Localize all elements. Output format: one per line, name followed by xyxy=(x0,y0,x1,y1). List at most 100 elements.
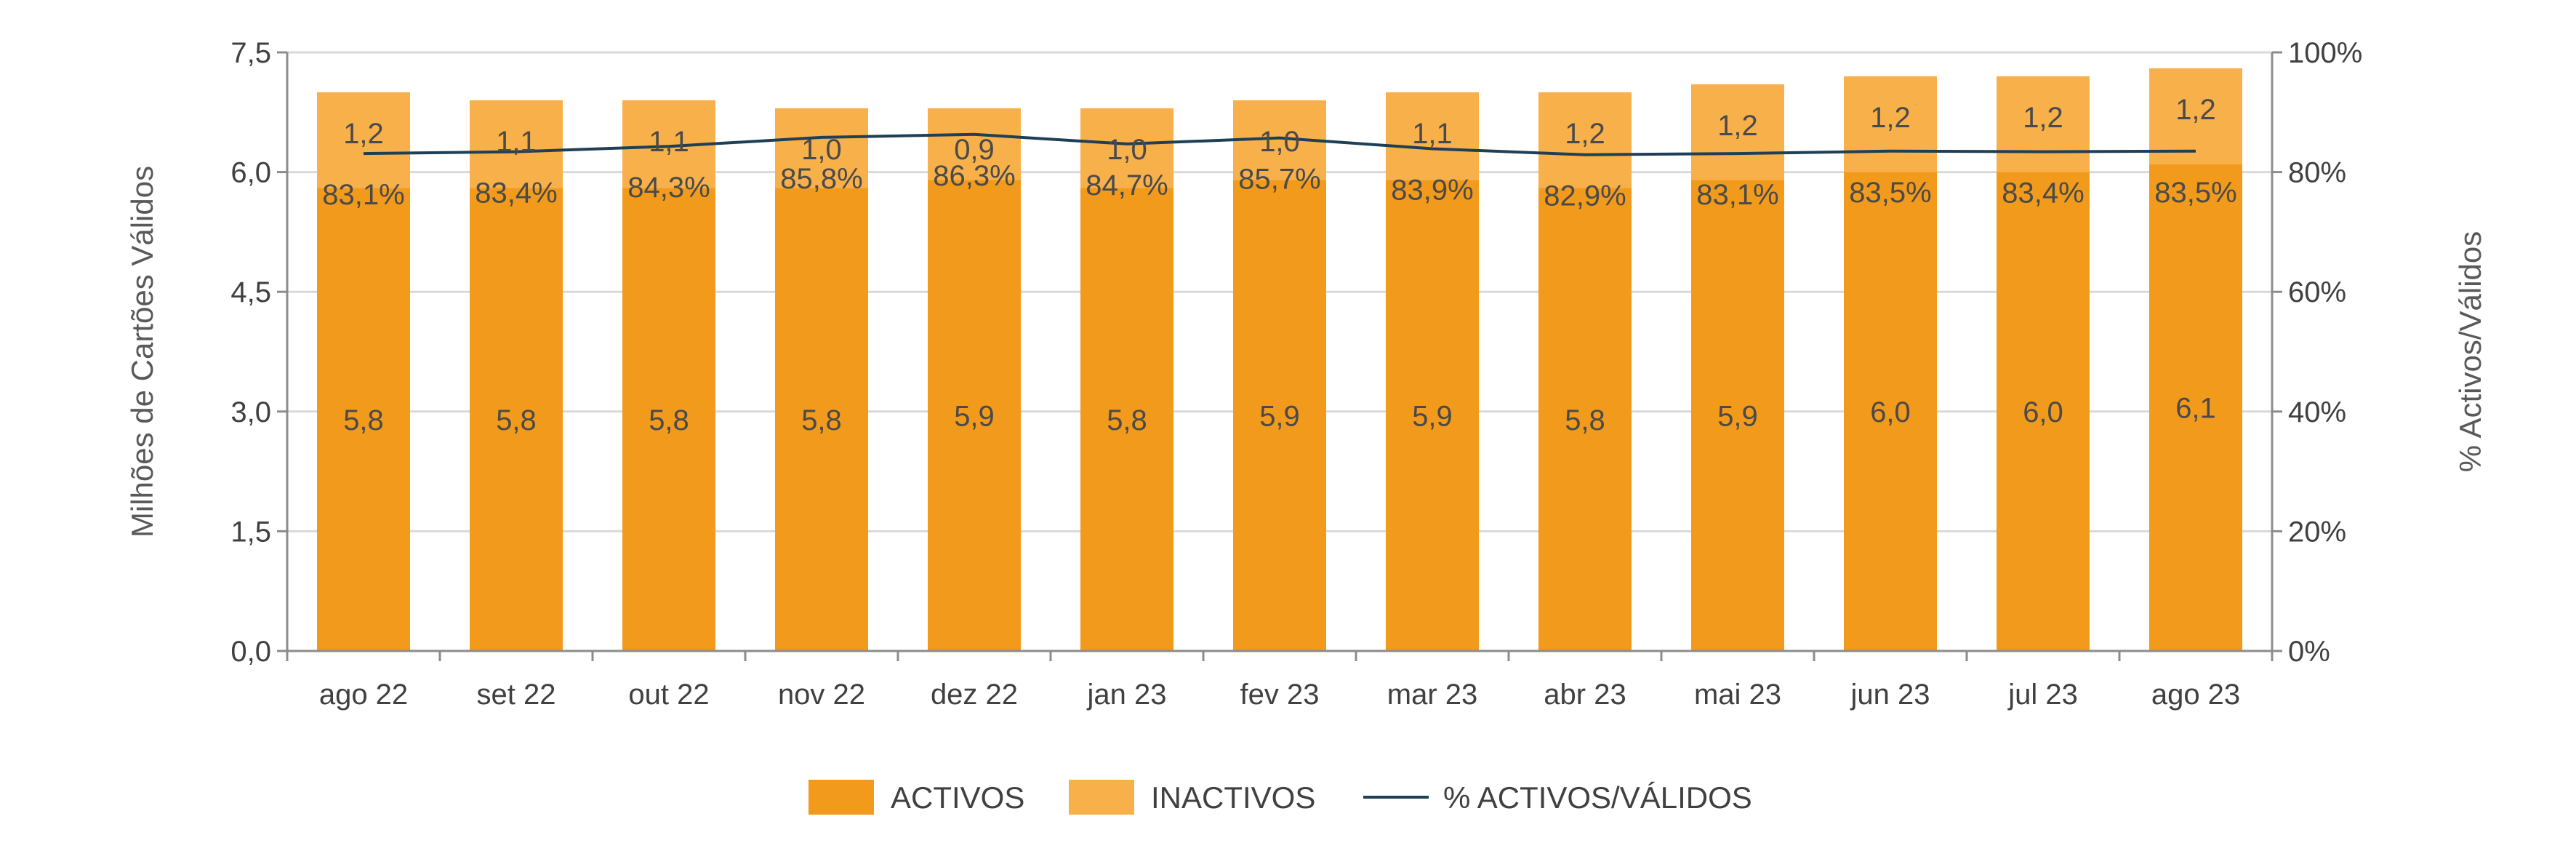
bar-inactivos xyxy=(2149,68,2242,164)
x-tick-label: nov 22 xyxy=(778,679,865,711)
bar-activos xyxy=(1844,172,1937,652)
percentage-line xyxy=(363,132,2196,156)
bar-activos xyxy=(1538,188,1632,652)
x-tick-label: mar 23 xyxy=(1387,679,1478,711)
legend-swatch-inactivos xyxy=(1069,780,1134,815)
x-tick-label: ago 23 xyxy=(2151,679,2240,711)
activos-value-label: 5,9 xyxy=(1259,400,1300,432)
y2-tick-label: 100% xyxy=(2288,37,2362,69)
legend-label-inactivos: INACTIVOS xyxy=(1151,780,1315,815)
activos-value-label: 6,0 xyxy=(1870,396,1911,428)
y-axis-title: Milhões de Cartões Válidos xyxy=(125,166,159,538)
inactivos-value-label: 1,2 xyxy=(1717,110,1758,142)
inactivos-value-label: 1,1 xyxy=(496,126,537,158)
y2-tick-label: 60% xyxy=(2288,276,2346,308)
y2-tick-label: 40% xyxy=(2288,396,2346,428)
bar-inactivos xyxy=(775,108,868,188)
bar-inactivos xyxy=(1538,92,1632,188)
y-tick-label: 3,0 xyxy=(230,396,271,428)
bar-activos xyxy=(928,180,1021,651)
x-tick-label: jan 23 xyxy=(1087,679,1167,711)
inactivos-value-label: 1,2 xyxy=(343,118,384,150)
y-tick-label: 4,5 xyxy=(230,276,271,308)
percentage-value-label: 82,9% xyxy=(1544,180,1626,212)
percentage-value-label: 85,7% xyxy=(1238,164,1320,196)
bar-activos xyxy=(1997,172,2090,652)
x-tick-label: out 22 xyxy=(628,679,709,711)
activos-value-label: 5,8 xyxy=(801,404,842,436)
bar-activos xyxy=(1080,188,1173,652)
percentage-value-label: 83,1% xyxy=(1696,179,1778,211)
y-tick-label: 7,5 xyxy=(230,37,271,69)
inactivos-value-label: 1,0 xyxy=(801,134,842,166)
bar-activos xyxy=(1691,180,1784,651)
axes: 0,0 1,5 3,0 4,5 6,0 7,5 0% 20% 40% 60% 80% 100% ago … xyxy=(125,37,2487,711)
bar-inactivos xyxy=(1691,84,1784,180)
y2-tick-label: 20% xyxy=(2288,516,2346,548)
activos-value-label: 5,8 xyxy=(496,404,537,436)
bar-activos xyxy=(775,188,868,652)
percentage-value-label: 83,4% xyxy=(2002,177,2084,209)
x-tick-label: set 22 xyxy=(477,679,556,711)
data-labels: 5,81,283,1%5,81,183,4%5,81,184,3%5,81,08… xyxy=(322,94,2236,436)
percentage-value-label: 83,9% xyxy=(1391,175,1473,207)
percentage-value-label: 83,5% xyxy=(1849,177,1931,209)
bars xyxy=(317,68,2242,652)
bar-inactivos xyxy=(1844,76,1937,172)
bar-activos xyxy=(1233,180,1326,651)
activos-value-label: 6,0 xyxy=(2023,396,2063,428)
bar-activos xyxy=(622,188,715,652)
bar-inactivos xyxy=(470,100,563,188)
activos-value-label: 5,9 xyxy=(1717,400,1758,432)
inactivos-value-label: 1,1 xyxy=(649,126,689,158)
legend-swatch-activos xyxy=(808,780,874,815)
bar-inactivos xyxy=(1386,92,1479,180)
percentage-value-label: 84,7% xyxy=(1086,169,1168,201)
y-tick-label: 0,0 xyxy=(230,636,271,668)
x-tick-label: jul 23 xyxy=(2007,679,2078,711)
bar-activos xyxy=(317,188,410,652)
x-tick-label: jun 23 xyxy=(1850,679,1930,711)
bar-inactivos xyxy=(928,108,1021,180)
percentage-value-label: 83,4% xyxy=(475,177,557,209)
legend-label-activos: ACTIVOS xyxy=(891,780,1024,815)
percentage-line-path xyxy=(363,132,2196,156)
percentage-value-label: 83,5% xyxy=(2154,177,2236,209)
activos-value-label: 5,8 xyxy=(1565,404,1605,436)
x-tick-label: ago 22 xyxy=(319,679,408,711)
inactivos-value-label: 1,0 xyxy=(1259,126,1300,158)
bar-activos xyxy=(470,188,563,652)
activos-value-label: 5,8 xyxy=(343,404,384,436)
bar-inactivos xyxy=(1080,108,1173,188)
x-tick-label: dez 22 xyxy=(931,679,1018,711)
activos-value-label: 5,9 xyxy=(954,400,995,432)
x-tick-label: fev 23 xyxy=(1240,679,1320,711)
inactivos-value-label: 1,2 xyxy=(2023,102,2063,134)
bar-activos xyxy=(2149,164,2242,652)
activos-value-label: 6,1 xyxy=(2175,392,2216,424)
bar-inactivos xyxy=(317,92,410,188)
y2-tick-label: 0% xyxy=(2288,636,2330,668)
activos-value-label: 5,8 xyxy=(649,404,689,436)
percentage-value-label: 84,3% xyxy=(627,172,710,204)
inactivos-value-label: 1,2 xyxy=(1870,102,1911,134)
percentage-value-label: 86,3% xyxy=(933,160,1015,192)
inactivos-value-label: 1,2 xyxy=(2175,94,2216,126)
y2-tick-label: 80% xyxy=(2288,157,2346,189)
legend: ACTIVOS INACTIVOS % ACTIVOS/VÁLIDOS xyxy=(808,780,1752,815)
inactivos-value-label: 0,9 xyxy=(954,134,995,166)
percentage-value-label: 83,1% xyxy=(322,179,404,211)
inactivos-value-label: 1,1 xyxy=(1412,118,1453,150)
activos-value-label: 5,9 xyxy=(1412,400,1453,432)
bar-activos xyxy=(1386,180,1479,651)
y2-axis-title: % Activos/Válidos xyxy=(2453,231,2487,473)
percentage-value-label: 85,8% xyxy=(780,163,862,195)
y-tick-label: 6,0 xyxy=(230,157,271,189)
x-tick-label: mai 23 xyxy=(1694,679,1781,711)
bar-inactivos xyxy=(1997,76,2090,172)
x-tick-label: abr 23 xyxy=(1544,679,1626,711)
inactivos-value-label: 1,2 xyxy=(1565,118,1605,150)
legend-label-percentage: % ACTIVOS/VÁLIDOS xyxy=(1443,780,1752,815)
y-tick-label: 1,5 xyxy=(230,516,271,548)
